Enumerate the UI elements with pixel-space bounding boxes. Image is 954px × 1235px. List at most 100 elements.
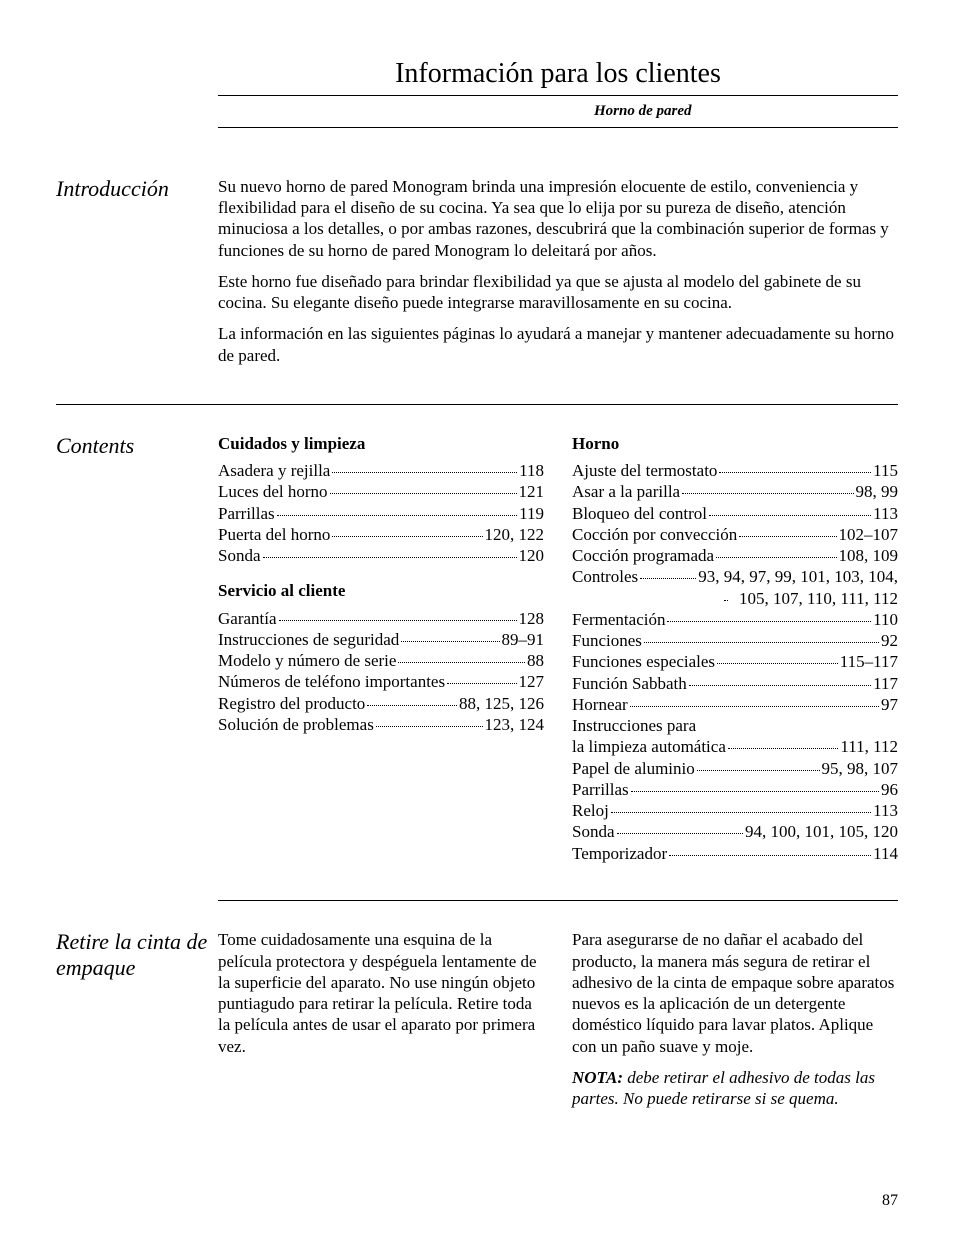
toc-label: Función Sabbath: [572, 673, 687, 694]
toc-dots: [640, 578, 696, 579]
toc-page: 97: [881, 694, 898, 715]
toc-page: 111, 112: [840, 736, 898, 757]
toc-row: Papel de aluminio 95, 98, 107: [572, 758, 898, 779]
toc-label: Reloj: [572, 800, 609, 821]
toc-dots: [401, 641, 499, 642]
toc-row: Garantía 128: [218, 608, 544, 629]
section-introduction: Introducción Su nuevo horno de pared Mon…: [56, 176, 898, 404]
toc-row-controles-line2: 105, 107, 110, 111, 112: [572, 588, 898, 609]
toc-label: Parrillas: [572, 779, 629, 800]
toc-label: la limpieza automática: [572, 736, 726, 757]
toc-row: Reloj 113: [572, 800, 898, 821]
toc-row: Temporizador 114: [572, 843, 898, 864]
page-number: 87: [882, 1191, 898, 1211]
toc-label: Instrucciones para: [572, 715, 696, 736]
toc-page: 93, 94, 97, 99, 101, 103, 104,: [698, 566, 898, 587]
toc-page: 108, 109: [839, 545, 899, 566]
toc-label: Temporizador: [572, 843, 667, 864]
toc-row: Fermentación 110: [572, 609, 898, 630]
toc-label: Funciones: [572, 630, 642, 651]
toc-heading-cuidados: Cuidados y limpieza: [218, 433, 544, 454]
toc-page: 105, 107, 110, 111, 112: [739, 588, 898, 609]
intro-paragraph: Este horno fue diseñado para brindar fle…: [218, 271, 898, 314]
toc-label: Parrillas: [218, 503, 275, 524]
toc-dots: [398, 662, 525, 663]
toc-dots: [277, 515, 517, 516]
toc-label: Fermentación: [572, 609, 665, 630]
header-rule-thick: [218, 127, 898, 128]
page: Información para los clientes Horno de p…: [0, 0, 954, 1235]
toc-page: 114: [873, 843, 898, 864]
toc-dots: [332, 472, 517, 473]
toc-page: 89–91: [502, 629, 545, 650]
header-subtitle: Horno de pared: [218, 102, 898, 121]
toc-dots: [631, 791, 879, 792]
section-body-contents: Cuidados y limpieza Asadera y rejilla 11…: [218, 433, 898, 864]
toc-page: 120, 122: [485, 524, 545, 545]
toc-row: Sonda 120: [218, 545, 544, 566]
toc-dots: [630, 706, 879, 707]
toc-page: 120: [519, 545, 545, 566]
toc-row: la limpieza automática 111, 112: [572, 736, 898, 757]
toc-label: Controles: [572, 566, 638, 587]
retire-columns: Tome cuidadosamente una esquina de la pe…: [218, 929, 898, 1119]
header-rule-thin: [218, 95, 898, 96]
toc-dots: [611, 812, 871, 813]
toc-page: 96: [881, 779, 898, 800]
toc-label: Números de teléfono importantes: [218, 671, 445, 692]
toc-page: 102–107: [839, 524, 899, 545]
section-label-retire: Retire la cinta de empaque: [56, 929, 218, 1119]
toc-heading-horno: Horno: [572, 433, 898, 454]
toc-label: Funciones especiales: [572, 651, 715, 672]
note-label: NOTA:: [572, 1068, 623, 1087]
toc-page: 92: [881, 630, 898, 651]
toc-dots: [617, 833, 744, 834]
toc-page: 119: [519, 503, 544, 524]
toc-label: Hornear: [572, 694, 628, 715]
intro-paragraph: La información en las siguientes páginas…: [218, 323, 898, 366]
toc-page: 88, 125, 126: [459, 693, 544, 714]
toc-row: Sonda 94, 100, 101, 105, 120: [572, 821, 898, 842]
toc-dots: [669, 855, 871, 856]
toc-row: Función Sabbath 117: [572, 673, 898, 694]
section-contents: Contents Cuidados y limpieza Asadera y r…: [56, 433, 898, 892]
toc-row: Bloqueo del control 113: [572, 503, 898, 524]
header-block: Información para los clientes Horno de p…: [218, 56, 898, 128]
toc-row: Puerta del horno 120, 122: [218, 524, 544, 545]
retire-col-left: Tome cuidadosamente una esquina de la pe…: [218, 929, 544, 1119]
toc-dots: [697, 770, 820, 771]
toc-label: Sonda: [218, 545, 261, 566]
toc-dots: [728, 748, 839, 749]
toc-dots: [644, 642, 879, 643]
toc-dots: [367, 705, 457, 706]
contents-col-left: Cuidados y limpieza Asadera y rejilla 11…: [218, 433, 544, 864]
toc-page: 127: [519, 671, 545, 692]
contents-columns: Cuidados y limpieza Asadera y rejilla 11…: [218, 433, 898, 864]
section-body-introduction: Su nuevo horno de pared Monogram brinda …: [218, 176, 898, 376]
retire-col-right: Para asegurarse de no dañar el acabado d…: [572, 929, 898, 1119]
toc-dots: [330, 493, 517, 494]
toc-row: Asadera y rejilla 118: [218, 460, 544, 481]
toc-label: Solución de problemas: [218, 714, 374, 735]
retire-note: NOTA: debe retirar el adhesivo de todas …: [572, 1067, 898, 1110]
toc-row: Instrucciones de seguridad 89–91: [218, 629, 544, 650]
toc-page: 88: [527, 650, 544, 671]
toc-row: Luces del horno 121: [218, 481, 544, 502]
toc-row: Parrillas 119: [218, 503, 544, 524]
toc-label: Instrucciones de seguridad: [218, 629, 399, 650]
toc-dots: [717, 663, 838, 664]
toc-page: 95, 98, 107: [822, 758, 899, 779]
toc-row: Cocción por convección 102–107: [572, 524, 898, 545]
toc-row: Registro del producto 88, 125, 126: [218, 693, 544, 714]
toc-dots: [667, 621, 871, 622]
toc-row: Cocción programada 108, 109: [572, 545, 898, 566]
toc-page: 123, 124: [485, 714, 545, 735]
section-body-retire: Tome cuidadosamente una esquina de la pe…: [218, 929, 898, 1119]
retire-paragraph: Para asegurarse de no dañar el acabado d…: [572, 929, 898, 1057]
toc-dots: [682, 493, 853, 494]
toc-page: 115: [873, 460, 898, 481]
contents-col-right: Horno Ajuste del termostato 115 Asar a l…: [572, 433, 898, 864]
toc-page: 110: [873, 609, 898, 630]
section-divider: [56, 404, 898, 405]
toc-label: Puerta del horno: [218, 524, 330, 545]
